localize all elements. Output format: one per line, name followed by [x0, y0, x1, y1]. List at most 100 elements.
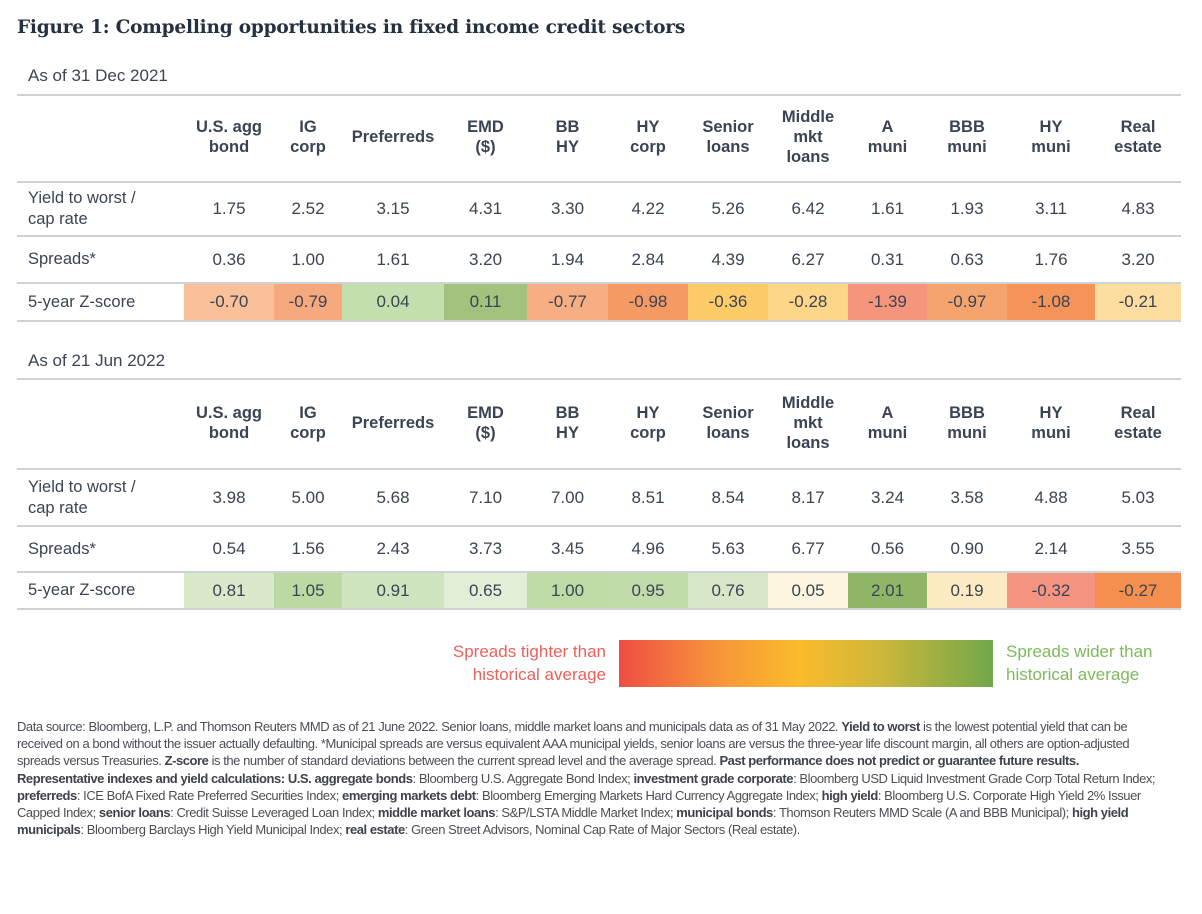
column-header-line: mkt	[793, 414, 823, 432]
column-header: Middle mkt loans	[768, 94, 848, 180]
column-header-line: HY	[556, 138, 579, 156]
table-2-as-of: As of 21 Jun 2022	[28, 351, 166, 370]
footnote-bold-term: Yield to worst	[841, 719, 920, 734]
column-header-line: A	[881, 118, 894, 136]
column-header-line: Senior	[702, 404, 754, 422]
table-rule	[17, 525, 1181, 527]
spread-cell: 1.00	[291, 249, 325, 269]
column-header: Real estate	[1095, 94, 1181, 180]
table-dec-2021: U.S. agg bond IG corp Preferreds EMD ($) BB HY HY…	[17, 94, 1181, 322]
yield-cell: 4.83	[1121, 199, 1155, 218]
column-header-line: corp	[630, 138, 666, 156]
footnote-bold-term: middle market loans	[377, 805, 496, 821]
yield-cell: 6.42	[791, 199, 825, 218]
yield-cell: 3.30	[550, 199, 585, 218]
spread-cell: 3.73	[468, 539, 503, 558]
column-header-line: IG	[299, 404, 317, 422]
spread-cell: 6.27	[791, 249, 825, 269]
legend-tighter-label: Spreads tighter than historical average	[453, 640, 606, 686]
yield-cell: 1.93	[950, 199, 984, 218]
yield-cell: 1.75	[212, 199, 246, 218]
column-header-line: loans	[706, 138, 750, 156]
column-header-line: loans	[786, 148, 830, 166]
column-header-line: Preferreds	[351, 128, 435, 146]
yield-cell: 8.54	[711, 487, 745, 507]
zscore-cell: 0.19	[927, 573, 1007, 608]
yield-cell: 7.00	[550, 487, 585, 507]
column-header: U.S. agg bond	[184, 378, 274, 468]
spread-cell: 5.63	[711, 539, 745, 558]
yield-cell: 4.22	[631, 199, 665, 218]
zscore-cell: -0.28	[768, 284, 848, 320]
footnote-bold-term: real estate	[345, 822, 405, 838]
column-header-line: corp	[630, 424, 666, 442]
column-header-line: BB	[555, 404, 580, 422]
figure-title: Figure 1: Compelling opportunities in fi…	[17, 17, 686, 38]
footnote-text: : ICE BofA Fixed Rate Preferred Securiti…	[76, 787, 343, 803]
zscore-cell: 0.91	[342, 573, 444, 608]
yield-cell: 3.98	[212, 487, 246, 507]
zscore-cell: 0.04	[342, 284, 444, 320]
zscore-cell: -0.36	[688, 284, 768, 320]
column-header-line: muni	[1031, 138, 1071, 156]
column-header: HY muni	[1007, 378, 1095, 468]
zscore-cell: 0.81	[184, 573, 274, 608]
spread-cell: 3.20	[468, 249, 503, 269]
table-rule	[17, 468, 1181, 470]
column-header: IG corp	[274, 94, 342, 180]
column-header: EMD ($)	[444, 378, 527, 468]
column-header-line: corp	[290, 424, 326, 442]
column-header-line: Middle	[781, 108, 835, 126]
row-label-yield: Yield to worst / cap rate	[28, 470, 136, 525]
column-header-line: muni	[947, 424, 987, 442]
column-header: IG corp	[274, 378, 342, 468]
footnote-bold-term: preferreds	[17, 787, 77, 803]
table-rule	[17, 94, 1181, 96]
zscore-cell: 0.95	[608, 573, 688, 608]
footnote-bold-term: Z-score	[164, 753, 209, 769]
footnote-text: : Green Street Advisors, Nominal Cap Rat…	[404, 822, 800, 838]
column-header: Senior loans	[688, 378, 768, 468]
yield-cell: 2.52	[291, 199, 325, 218]
legend-wider-line-1: Spreads wider than	[1006, 642, 1153, 661]
spread-cell: 0.56	[870, 539, 905, 558]
column-header-line: BB	[555, 118, 580, 136]
column-header-line: muni	[867, 424, 908, 442]
footnote-bold-term: senior loans	[98, 805, 171, 821]
column-header: BB HY	[527, 94, 608, 180]
spread-cell: 2.14	[1034, 539, 1068, 558]
zscore-cell: 0.65	[444, 573, 527, 608]
column-header-line: bond	[208, 138, 250, 156]
table-rule	[17, 282, 1181, 284]
zscore-cell: 0.76	[688, 573, 768, 608]
column-header: Senior loans	[688, 94, 768, 180]
spread-cell: 0.90	[950, 539, 984, 558]
column-header: EMD ($)	[444, 94, 527, 180]
column-header-line: HY	[1039, 118, 1063, 136]
legend-wider-line-2: historical average	[1006, 665, 1140, 684]
spread-cell: 1.94	[550, 249, 585, 269]
column-header-line: U.S. agg	[195, 404, 262, 422]
yield-cell: 3.24	[870, 487, 905, 507]
column-header: BBB muni	[927, 378, 1007, 468]
column-header: Preferreds	[342, 378, 444, 468]
row-label-line: Yield to worst /	[28, 189, 136, 207]
column-header: BBB muni	[927, 94, 1007, 180]
zscore-cell: 0.11	[444, 284, 527, 320]
legend-gradient-bar	[619, 640, 993, 687]
column-header: HY muni	[1007, 94, 1095, 180]
row-label-spreads: Spreads*	[28, 539, 96, 558]
footnote-text: : Credit Suisse Leveraged Loan Index;	[170, 805, 378, 821]
yield-cell: 3.15	[376, 199, 410, 218]
footnote-bold-term: high yield	[821, 787, 879, 803]
table-rule	[17, 608, 1181, 610]
yield-cell: 1.61	[870, 199, 905, 218]
column-header: Preferreds	[342, 94, 444, 180]
column-header-line: BBB	[949, 404, 985, 422]
column-header-line: muni	[1031, 424, 1071, 442]
zscore-cell: -0.70	[184, 284, 274, 320]
footnote-text: : Bloomberg Emerging Markets Hard Curren…	[475, 787, 822, 803]
footnote-text: is the number of standard deviations bet…	[208, 753, 720, 769]
column-header-line: loans	[786, 434, 830, 452]
